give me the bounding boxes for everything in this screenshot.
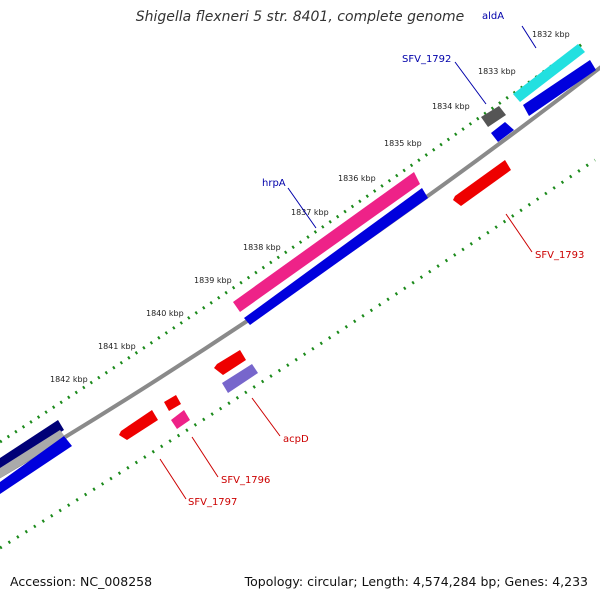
gene-left-navy[interactable]	[0, 420, 64, 470]
tick-label: 1838 kbp	[243, 243, 281, 252]
gene-SFV_1792-cds[interactable]	[491, 122, 514, 142]
leader-SFV_1793	[505, 213, 533, 253]
gene-label-hrpA[interactable]: hrpA	[262, 178, 286, 189]
leader-SFV_1792	[454, 61, 487, 105]
gene-label-SFV_1796[interactable]: SFV_1796	[221, 475, 270, 486]
genome-backbone	[0, 65, 600, 479]
gene-label-SFV_1793[interactable]: SFV_1793	[535, 250, 584, 261]
gene-label-SFV_1797[interactable]: SFV_1797	[188, 497, 237, 508]
genome-summary: Topology: circular; Length: 4,574,284 bp…	[244, 574, 588, 589]
gene-left-blue[interactable]	[0, 436, 72, 494]
gene-SFV_1793-cds[interactable]	[453, 160, 511, 206]
tick-labels: 1832 kbp 1833 kbp 1834 kbp 1835 kbp 1836…	[50, 30, 570, 384]
gene-label-acpD[interactable]: acpD	[283, 434, 309, 445]
tick-label: 1833 kbp	[478, 67, 516, 76]
gene-acpD-cds[interactable]	[214, 350, 246, 375]
outer-tick-track	[0, 40, 586, 444]
gene-label-SFV_1792[interactable]: SFV_1792	[402, 54, 451, 65]
tick-label: 1841 kbp	[98, 342, 136, 351]
tick-label: 1834 kbp	[432, 102, 470, 111]
label-leaders	[159, 25, 537, 500]
gene-aldA-cds[interactable]	[523, 60, 596, 116]
gene-SFV_1797-cds[interactable]	[119, 410, 158, 440]
leader-SFV_1796	[191, 436, 219, 478]
gene-SFV_1796-cds-a[interactable]	[164, 395, 181, 411]
gene-left-gray[interactable]	[0, 430, 66, 478]
forward-strand-genes	[0, 44, 596, 494]
gene-hrpA-cds[interactable]	[244, 188, 428, 325]
gene-hrpA-feature[interactable]	[233, 172, 420, 312]
gene-aldA-feature[interactable]	[513, 44, 585, 102]
inner-tick-track	[0, 158, 596, 550]
tick-label: 1842 kbp	[50, 375, 88, 384]
gene-acpD-feature[interactable]	[222, 364, 258, 393]
leader-acpD	[251, 397, 281, 437]
leader-hrpA	[287, 187, 317, 229]
gene-label-aldA[interactable]: aldA	[482, 11, 504, 22]
gene-SFV_1792-feature[interactable]	[481, 106, 506, 127]
leader-aldA	[521, 25, 537, 49]
gene-labels: aldA SFV_1792 hrpA SFV_1793 acpD SFV_179…	[188, 11, 584, 508]
genome-title: Shigella flexneri 5 str. 8401, complete …	[135, 9, 465, 25]
accession-label: Accession: NC_008258	[10, 574, 153, 589]
tick-label: 1836 kbp	[338, 174, 376, 183]
gene-SFV_1796-feature[interactable]	[171, 410, 190, 429]
tick-label: 1839 kbp	[194, 276, 232, 285]
tick-label: 1835 kbp	[384, 139, 422, 148]
leader-SFV_1797	[159, 458, 187, 500]
tick-label: 1832 kbp	[532, 30, 570, 39]
tick-label: 1837 kbp	[291, 208, 329, 217]
tick-label: 1840 kbp	[146, 309, 184, 318]
reverse-strand-genes	[119, 160, 511, 440]
